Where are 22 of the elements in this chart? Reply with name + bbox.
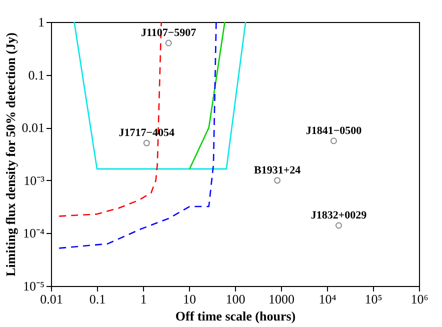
- x-tick-label: 10⁴: [318, 292, 337, 306]
- x-tick-label: 0.1: [89, 292, 106, 306]
- y-tick-label: 10⁻³: [24, 172, 45, 188]
- annotation: J1717−4054: [118, 127, 176, 140]
- y-axis-title: Limiting flux density for 50% detection (Jy): [2, 32, 18, 276]
- x-tick-label: 10: [183, 292, 196, 306]
- annotation: J1107−5907: [141, 27, 197, 40]
- x-axis-title: Off time scale (hours): [175, 308, 296, 324]
- y-tick-label: 1: [38, 14, 44, 30]
- annotation: B1931+24: [254, 164, 302, 176]
- y-tick-label: 0.1: [28, 67, 44, 82]
- y-tick-label: 10⁻⁴: [22, 226, 45, 241]
- annotation: J1832+0029: [310, 209, 368, 222]
- y-tick-label: 10⁻⁵: [22, 278, 44, 294]
- y-tick-label: 0.01: [22, 120, 44, 136]
- annotation: J1841−0500: [306, 124, 362, 137]
- x-tick-label: 10⁶: [410, 292, 428, 306]
- x-tick-label: 0.01: [40, 292, 63, 306]
- x-tick-label: 10⁵: [364, 292, 382, 306]
- x-tick-label: 100: [226, 292, 246, 306]
- x-tick-label: 1000: [268, 292, 294, 306]
- x-tick-label: 1: [140, 292, 147, 306]
